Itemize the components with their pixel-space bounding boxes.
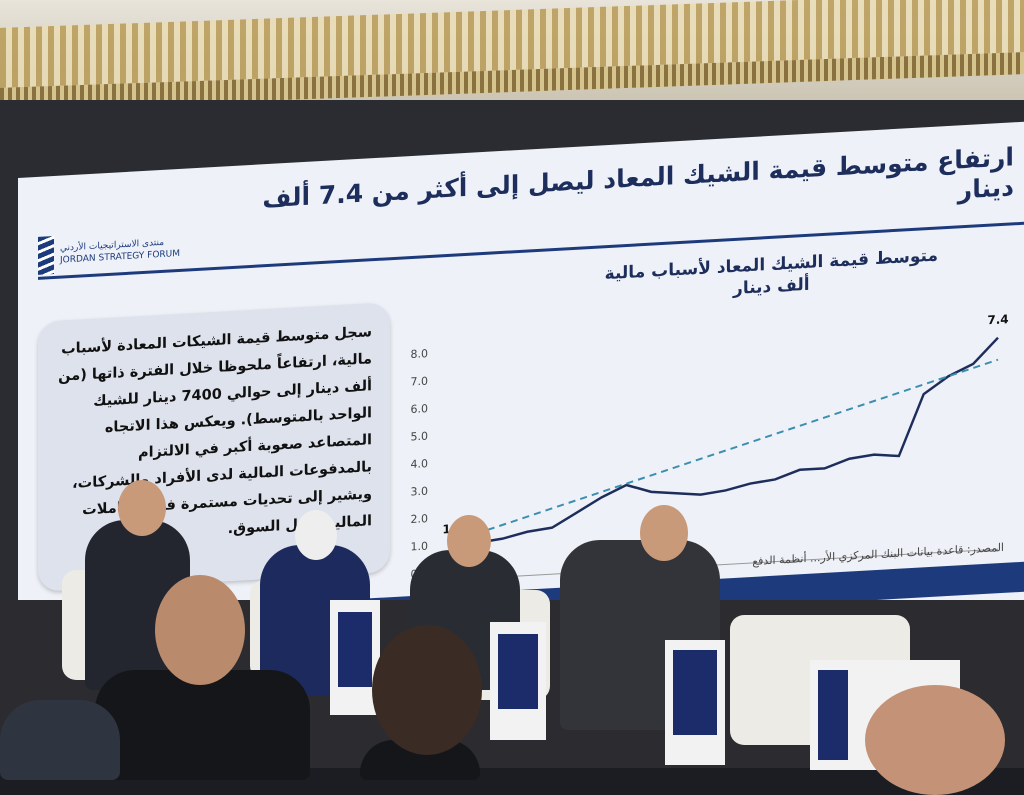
y-tick-label: 6.0 (411, 402, 428, 416)
podium-table (330, 600, 380, 715)
podium-table (665, 640, 725, 765)
logo-mark-icon (38, 235, 54, 275)
panelist-head (295, 510, 337, 560)
audience-member (95, 670, 310, 780)
y-tick-label: 4.0 (411, 457, 428, 471)
logo: منتدى الاستراتيجيات الأردني JORDAN STRAT… (38, 229, 180, 275)
ceiling (0, 0, 1024, 110)
audience-head (155, 575, 245, 685)
x-axis-line (453, 548, 998, 581)
series-line (452, 336, 999, 549)
y-tick-label: 8.0 (411, 347, 428, 361)
y-tick-label: 2.0 (411, 512, 428, 526)
y-tick-label: 5.0 (411, 430, 428, 444)
audience-head (865, 685, 1005, 795)
trend-line (452, 358, 999, 543)
panelist-head (447, 515, 491, 567)
panelist-head (640, 505, 688, 561)
audience-member (0, 700, 120, 780)
stage (0, 480, 1024, 795)
data-label: 7.4 (987, 312, 1008, 327)
y-tick-label: 3.0 (411, 485, 428, 499)
podium-table (490, 622, 546, 740)
audience-head (372, 625, 482, 755)
y-tick-label: 7.0 (411, 375, 428, 389)
panelist-head (118, 480, 166, 536)
y-tick-label: 1.0 (411, 540, 428, 554)
